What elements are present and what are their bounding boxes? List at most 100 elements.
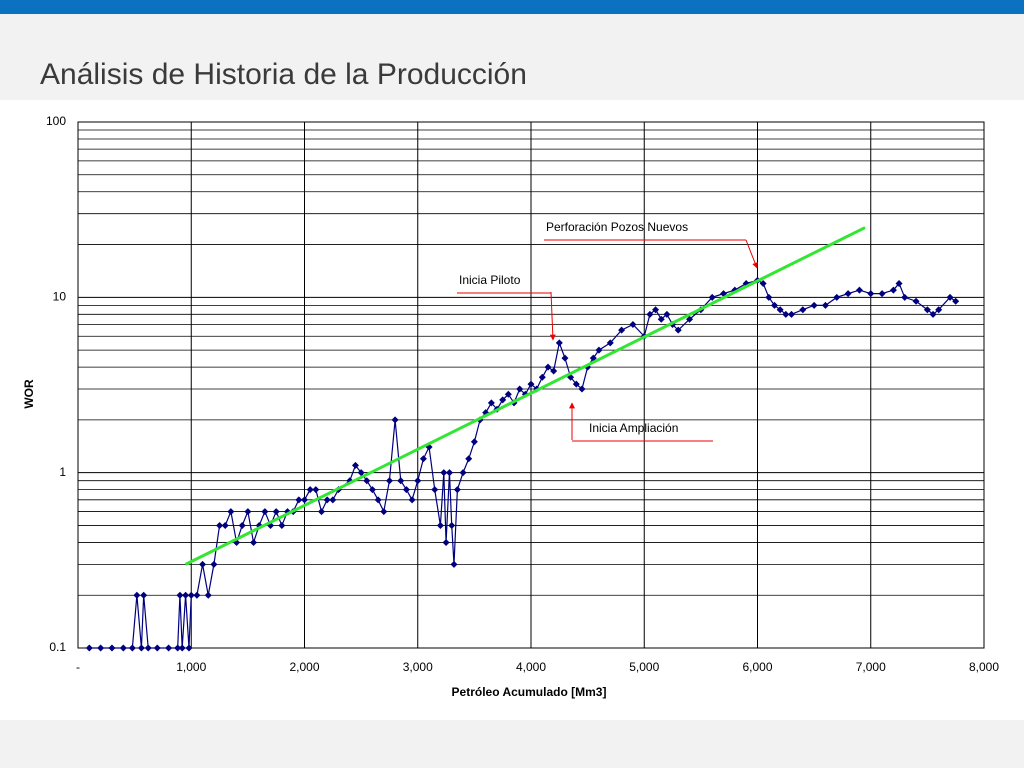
x-axis-label: Petróleo Acumulado [Mm3] (452, 685, 607, 699)
data-point (414, 477, 422, 485)
data-point (108, 644, 116, 652)
data-point (137, 644, 145, 652)
data-point (799, 306, 807, 314)
y-tick-label: 10 (53, 290, 67, 304)
data-point (182, 591, 190, 599)
data-point (261, 508, 269, 516)
data-point (810, 301, 818, 309)
data-point (408, 496, 416, 504)
data-point (144, 644, 152, 652)
annotation-arrow (549, 291, 556, 341)
data-point (133, 591, 141, 599)
data-point (855, 286, 863, 294)
data-point (140, 591, 148, 599)
x-tick-label: 5,000 (629, 660, 659, 674)
data-point (516, 385, 524, 393)
data-point (867, 290, 875, 298)
data-point (380, 508, 388, 516)
data-point (301, 496, 308, 504)
data-point (759, 279, 767, 287)
data-point (450, 560, 458, 568)
data-point (629, 320, 637, 328)
data-point (657, 315, 665, 323)
data-point (663, 310, 671, 318)
data-point (431, 486, 439, 494)
data-point (85, 644, 93, 652)
data-point (445, 469, 453, 477)
y-tick-label: 0.1 (49, 640, 66, 654)
plot-border (77, 121, 985, 649)
data-point (278, 521, 286, 529)
data-point (436, 521, 444, 529)
data-point (323, 496, 331, 504)
data-point (250, 538, 258, 546)
data-point (686, 315, 694, 323)
data-point (465, 455, 473, 463)
data-point (895, 279, 903, 287)
data-point (221, 521, 229, 529)
data-point (935, 306, 943, 314)
data-point (912, 297, 920, 305)
data-point (442, 538, 450, 546)
data-point (901, 293, 909, 301)
data-point (708, 293, 716, 301)
data-point (499, 396, 507, 404)
data-point (165, 644, 173, 652)
data-point (329, 496, 337, 504)
x-tick-label: 8,000 (969, 660, 999, 674)
data-point (674, 326, 682, 334)
data-point (272, 508, 280, 516)
data-point (878, 290, 886, 298)
data-point (538, 373, 546, 381)
data-point (419, 455, 427, 463)
data-point (199, 560, 207, 568)
data-point (448, 521, 456, 529)
data-point (391, 416, 399, 424)
data-point (244, 508, 252, 516)
data-point (119, 644, 127, 652)
x-tick-label: 2,000 (289, 660, 319, 674)
top-bar (0, 0, 1024, 14)
content-area (0, 100, 1024, 720)
data-point (440, 469, 448, 477)
data-point (174, 644, 182, 652)
data-point (844, 290, 852, 298)
data-point (306, 486, 314, 494)
annotation: Perforación Pozos Nuevos (546, 220, 688, 234)
x-tick-label: 1,000 (176, 660, 206, 674)
data-point (578, 385, 586, 393)
data-point (459, 469, 467, 477)
data-point (923, 306, 931, 314)
annotation: Inicia Piloto (459, 273, 521, 287)
data-point (504, 390, 512, 398)
data-point (193, 591, 201, 599)
data-point (357, 469, 365, 477)
slide-title: Análisis de Historia de la Producción (40, 58, 527, 91)
trend-line (184, 226, 866, 566)
data-point (397, 477, 405, 485)
data-point (385, 477, 393, 485)
data-point (550, 367, 558, 375)
data-point (295, 496, 303, 504)
annotation-arrow (745, 239, 758, 269)
data-point (402, 486, 410, 494)
data-point (363, 477, 371, 485)
data-line (89, 279, 957, 649)
x-tick-label: 7,000 (856, 660, 886, 674)
data-point (595, 346, 603, 354)
y-axis-label: WOR (22, 379, 36, 409)
data-point (227, 508, 235, 516)
data-point (776, 306, 784, 314)
x-tick-label: - (76, 660, 80, 674)
data-point (946, 293, 954, 301)
data-point (374, 496, 382, 504)
data-point (787, 310, 795, 318)
y-tick-label: 1 (59, 465, 66, 479)
data-point (216, 521, 224, 529)
data-point (646, 310, 654, 318)
data-point (453, 486, 461, 494)
data-point (527, 380, 535, 388)
x-tick-label: 3,000 (403, 660, 433, 674)
